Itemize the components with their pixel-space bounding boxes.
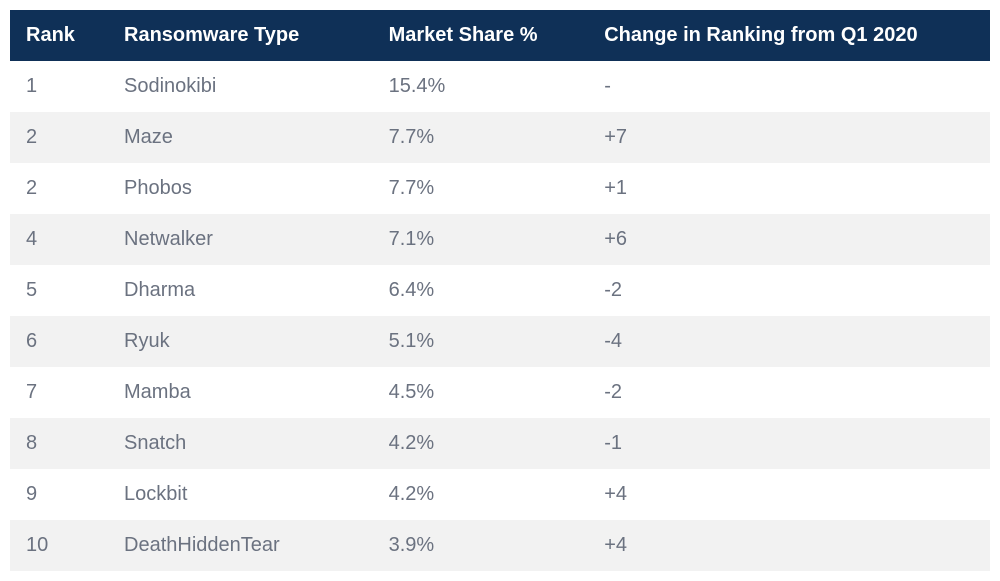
cell-type: Dharma xyxy=(108,265,373,316)
cell-rank: 6 xyxy=(10,316,108,367)
table-row: 9 Lockbit 4.2% +4 xyxy=(10,469,990,520)
col-header-rank: Rank xyxy=(10,10,108,61)
ransomware-table-container: Rank Ransomware Type Market Share % Chan… xyxy=(10,10,990,571)
cell-share: 4.2% xyxy=(373,418,589,469)
table-row: 4 Netwalker 7.1% +6 xyxy=(10,214,990,265)
col-header-change: Change in Ranking from Q1 2020 xyxy=(588,10,990,61)
table-header-row: Rank Ransomware Type Market Share % Chan… xyxy=(10,10,990,61)
cell-rank: 4 xyxy=(10,214,108,265)
cell-rank: 8 xyxy=(10,418,108,469)
cell-change: +7 xyxy=(588,112,990,163)
cell-type: Mamba xyxy=(108,367,373,418)
cell-share: 4.2% xyxy=(373,469,589,520)
cell-change: +4 xyxy=(588,520,990,571)
cell-type: Netwalker xyxy=(108,214,373,265)
cell-change: - xyxy=(588,61,990,112)
cell-rank: 5 xyxy=(10,265,108,316)
cell-type: Ryuk xyxy=(108,316,373,367)
cell-type: Snatch xyxy=(108,418,373,469)
cell-share: 7.7% xyxy=(373,112,589,163)
cell-share: 4.5% xyxy=(373,367,589,418)
cell-type: Lockbit xyxy=(108,469,373,520)
col-header-share: Market Share % xyxy=(373,10,589,61)
cell-change: -4 xyxy=(588,316,990,367)
table-row: 7 Mamba 4.5% -2 xyxy=(10,367,990,418)
table-row: 5 Dharma 6.4% -2 xyxy=(10,265,990,316)
table-row: 10 DeathHiddenTear 3.9% +4 xyxy=(10,520,990,571)
cell-change: +1 xyxy=(588,163,990,214)
cell-type: Maze xyxy=(108,112,373,163)
cell-share: 7.1% xyxy=(373,214,589,265)
cell-change: +4 xyxy=(588,469,990,520)
ransomware-table: Rank Ransomware Type Market Share % Chan… xyxy=(10,10,990,571)
cell-rank: 10 xyxy=(10,520,108,571)
cell-type: Phobos xyxy=(108,163,373,214)
table-row: 2 Maze 7.7% +7 xyxy=(10,112,990,163)
cell-share: 7.7% xyxy=(373,163,589,214)
cell-change: -2 xyxy=(588,265,990,316)
table-row: 1 Sodinokibi 15.4% - xyxy=(10,61,990,112)
cell-share: 3.9% xyxy=(373,520,589,571)
cell-rank: 2 xyxy=(10,112,108,163)
table-row: 6 Ryuk 5.1% -4 xyxy=(10,316,990,367)
cell-rank: 7 xyxy=(10,367,108,418)
cell-share: 15.4% xyxy=(373,61,589,112)
table-row: 2 Phobos 7.7% +1 xyxy=(10,163,990,214)
cell-type: DeathHiddenTear xyxy=(108,520,373,571)
cell-rank: 2 xyxy=(10,163,108,214)
cell-type: Sodinokibi xyxy=(108,61,373,112)
cell-change: -2 xyxy=(588,367,990,418)
cell-share: 6.4% xyxy=(373,265,589,316)
cell-share: 5.1% xyxy=(373,316,589,367)
cell-change: +6 xyxy=(588,214,990,265)
cell-change: -1 xyxy=(588,418,990,469)
table-row: 8 Snatch 4.2% -1 xyxy=(10,418,990,469)
col-header-type: Ransomware Type xyxy=(108,10,373,61)
cell-rank: 9 xyxy=(10,469,108,520)
cell-rank: 1 xyxy=(10,61,108,112)
